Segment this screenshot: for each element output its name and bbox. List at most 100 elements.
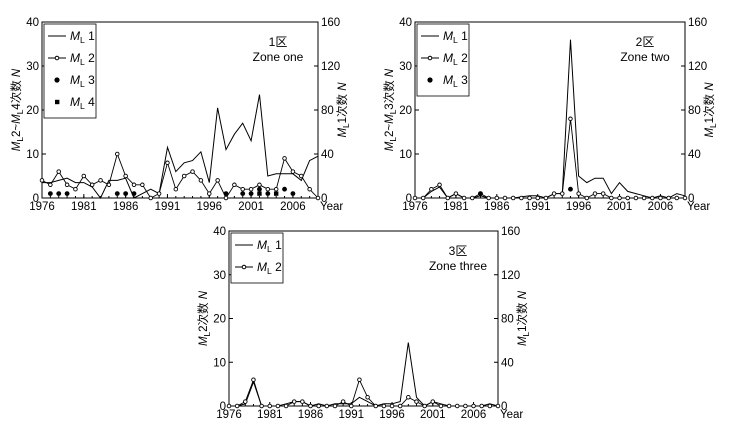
data-point (291, 399, 297, 404)
x-tick-label: 1981 (71, 201, 97, 213)
data-point (560, 191, 565, 196)
series-ml3 (47, 186, 296, 197)
data-point (223, 195, 229, 201)
data-point (625, 195, 630, 201)
y-right-axis-label: ML​1次数 N (335, 82, 351, 138)
data-point (131, 182, 137, 188)
data-point (519, 195, 524, 201)
data-point (115, 151, 120, 157)
data-point (290, 169, 296, 174)
x-tick-label: 2001 (420, 409, 446, 421)
y-right-tick-label: 40 (321, 149, 334, 161)
data-point (282, 156, 287, 161)
data-point (340, 399, 346, 404)
data-point (190, 169, 195, 174)
legend-item-ml2: ML​ 2 (421, 51, 468, 67)
data-point (609, 195, 614, 201)
data-point (232, 182, 237, 188)
data-point (257, 186, 262, 192)
legend-label: ML​ 3 (70, 73, 95, 89)
legend-label: ML​ 2 (70, 51, 95, 67)
x-tick-label: 2006 (280, 201, 306, 213)
data-point (495, 403, 501, 409)
y-left-tick-label: 10 (26, 149, 39, 161)
data-point (682, 195, 688, 201)
legend: ML​ 1 ML​ 2 ML​ 3 (416, 23, 470, 97)
data-point (265, 191, 271, 197)
data-point (156, 191, 162, 196)
y-left-tick-label: 20 (213, 314, 226, 326)
x-axis-label: Year (500, 409, 523, 421)
legend-label: ML​ 4 (70, 95, 95, 111)
data-point (551, 191, 557, 196)
legend: ML​ 1 ML​ 2 (230, 232, 284, 284)
legend-label: ML​ 2 (443, 51, 468, 67)
data-point (273, 191, 279, 196)
data-point (257, 191, 262, 196)
x-tick-label: 1991 (525, 201, 551, 213)
series-ml4 (257, 191, 279, 196)
data-point (299, 173, 304, 179)
data-point (234, 403, 240, 409)
legend-item-ml2: ML​ 2 (235, 260, 282, 276)
series-line (229, 378, 498, 407)
y-right-tick-label: 160 (501, 226, 520, 238)
data-point (56, 191, 62, 197)
data-point (240, 191, 246, 197)
zone-annotation-cn: 1区 (269, 35, 288, 49)
y-right-tick-label: 80 (501, 314, 514, 326)
data-point (633, 195, 639, 201)
y-left-tick-label: 40 (399, 17, 412, 29)
legend-swatch-marker (241, 264, 247, 270)
data-point (290, 191, 296, 197)
x-tick-label: 1996 (566, 201, 592, 213)
legend-item-ml3: ML​ 3 (54, 73, 95, 89)
data-point (64, 182, 70, 188)
legend-box (230, 232, 284, 284)
data-point (282, 186, 287, 192)
legend-swatch-marker (54, 77, 60, 83)
data-point (114, 191, 120, 197)
x-tick-label: 1986 (298, 409, 324, 421)
series-line (229, 342, 499, 407)
data-point (273, 186, 279, 192)
legend-item-ml1: ML​ 1 (421, 29, 468, 45)
data-point (641, 195, 647, 201)
data-point (437, 182, 442, 188)
y-left-tick-label: 20 (399, 105, 412, 117)
x-tick-label: 2001 (607, 201, 633, 213)
data-point (283, 403, 289, 409)
data-point (584, 195, 590, 201)
data-point (48, 182, 53, 188)
zone-annotation-en: Zone two (620, 50, 670, 64)
data-point (307, 186, 312, 192)
y-right-tick-label: 120 (321, 61, 340, 73)
y-left-tick-label: 20 (26, 105, 39, 117)
y-right-axis-label: ML​1次数 N (702, 82, 718, 138)
y-right-tick-label: 80 (321, 105, 334, 117)
x-tick-label: 1976 (402, 201, 428, 213)
chart-panel-1: 0 10 20 30 40 0 40 80 120 160 1976 1981 1986 1991 1996… (9, 17, 351, 213)
y-right-tick-label: 0 (321, 193, 327, 205)
data-point (463, 403, 468, 409)
data-point (535, 195, 540, 201)
data-point (486, 195, 491, 201)
x-tick-label: 1976 (29, 201, 55, 213)
x-tick-label: 2001 (238, 201, 264, 213)
data-point (479, 403, 484, 409)
y-left-tick-label: 10 (399, 149, 412, 161)
x-tick-label: 1986 (113, 201, 139, 213)
series-ml3 (478, 186, 573, 197)
data-point (81, 173, 87, 179)
legend-item-ml1: ML​ 1 (235, 238, 282, 254)
data-point (257, 182, 262, 188)
legend-label: ML​ 3 (443, 73, 468, 89)
legend-item-ml3: ML​ 3 (427, 73, 468, 89)
data-point (487, 403, 493, 409)
series-line (42, 94, 319, 199)
series-ml2 (226, 377, 501, 409)
data-point (406, 395, 411, 400)
data-point (397, 403, 403, 409)
x-tick-label: 1981 (443, 201, 469, 213)
data-point (332, 403, 338, 409)
